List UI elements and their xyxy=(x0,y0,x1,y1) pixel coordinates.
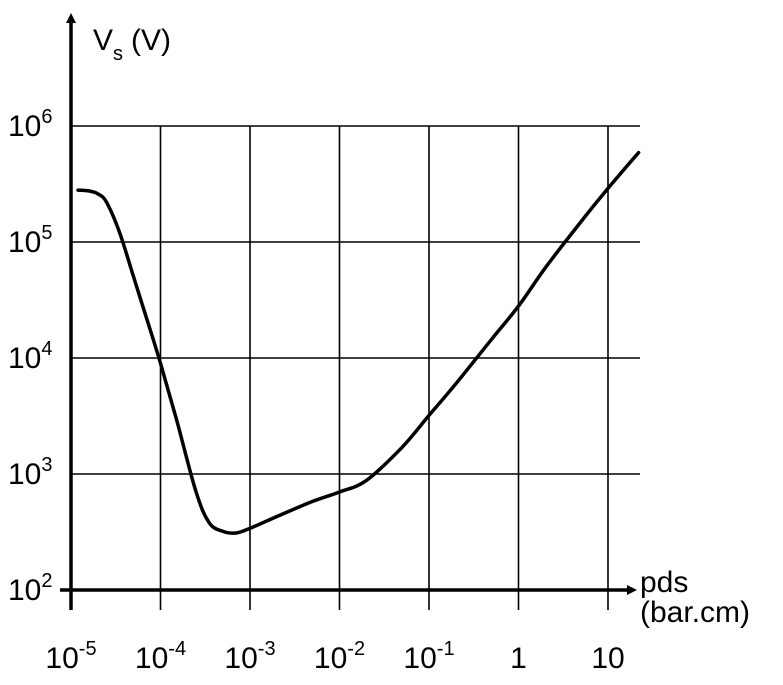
x-tick-labels: 10-5 10-4 10-3 10-2 10-1 1 10 xyxy=(45,638,624,675)
y-axis-title-subscript: s xyxy=(113,43,123,65)
x-tick-label: 10-2 xyxy=(314,638,365,675)
x-tick-label: 10-5 xyxy=(45,638,96,675)
y-axis-title: Vs (V) xyxy=(93,24,171,65)
series-layer xyxy=(76,150,641,535)
y-tick-label: 106 xyxy=(8,106,53,143)
y-axis-title-unit: (V) xyxy=(131,24,171,57)
x-tick-label: 1 xyxy=(510,642,527,675)
series-line xyxy=(76,150,641,535)
x-tick-label: 10-3 xyxy=(224,638,275,675)
y-tick-label: 102 xyxy=(8,570,53,607)
x-tick-label: 10 xyxy=(591,642,624,675)
x-axis-title-line2: (bar.cm) xyxy=(640,596,750,629)
x-tick-label: 10-4 xyxy=(135,638,186,675)
grid-lines xyxy=(71,125,640,610)
x-axis-title-line1: pds xyxy=(640,566,688,599)
y-tick-labels: 102 103 104 105 106 xyxy=(8,106,53,607)
y-tick-label: 104 xyxy=(8,338,53,375)
x-tick-label: 10-1 xyxy=(403,638,454,675)
y-tick-label: 105 xyxy=(8,222,53,259)
y-axis-title-main: V xyxy=(93,24,113,57)
y-tick-label: 103 xyxy=(8,454,53,491)
